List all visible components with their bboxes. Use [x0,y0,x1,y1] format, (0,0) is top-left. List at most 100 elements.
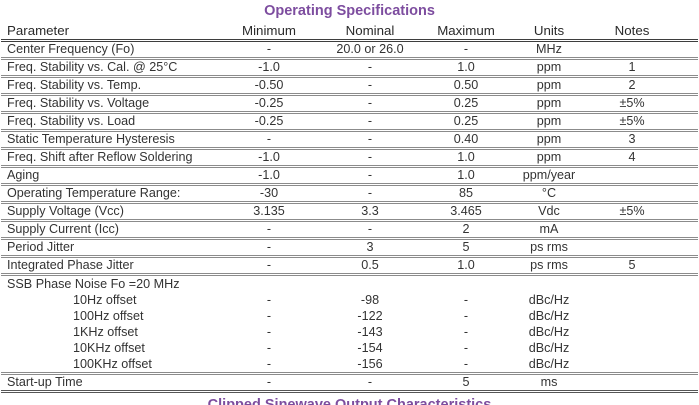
parameter-cell: Supply Current (Icc) [1,220,233,240]
nominal-cell: -122 [357,308,383,323]
parameter-cell: Freq. Stability vs. Load [1,112,233,132]
spec-table-row: Supply Current (Icc) - -2 mA [1,220,698,240]
page-title: Operating Specifications [264,3,435,19]
units-cell: ms [497,373,601,393]
parameter-cell: Supply Voltage (Vcc) [1,202,233,222]
maximum-cell: - [435,356,497,375]
units-cell: ppm [497,112,601,132]
minimum-cell: - [233,130,305,150]
maximum-cell [435,275,497,293]
units-cell: ps rms [497,256,601,276]
maximum-cell: - [435,40,497,60]
maximum-cell: 1.0 [435,58,497,78]
units-cell: ppm/year [497,166,601,186]
parameter-cell: Center Frequency (Fo) [1,40,233,60]
maximum-cell: 1.0 [435,256,497,276]
units-cell: dBc/Hz [528,324,570,339]
spec-table-row: 1KHz offset - -143 - dBc/Hz [1,324,698,340]
nominal-cell: 20.0 or 26.0 [305,40,435,60]
notes-cell [601,356,663,375]
notes-cell [601,340,663,356]
spare-cell [663,340,698,356]
column-header-maximum: Maximum [435,23,497,42]
notes-cell [601,324,663,340]
minimum-cell: -0.50 [233,76,305,96]
units-cell: ppm [497,94,601,114]
units-cell: ps rms [497,238,601,258]
parameter-cell: 1KHz offset [73,324,138,339]
units-cell: dBc/Hz [528,308,570,323]
parameter-cell: 100KHz offset [1,356,233,375]
nominal-cell: - [305,112,435,132]
notes-cell [601,238,663,258]
spare-cell [663,166,698,186]
units-cell: Vdc [497,202,601,222]
units-cell: dBc/Hz [528,292,570,307]
nominal-cell: - [305,76,435,96]
nominal-cell: - [305,184,435,204]
units-cell: °C [497,184,601,204]
spare-cell [663,256,698,276]
parameter-cell: 10KHz offset [73,340,145,355]
units-cell: dBc/Hz [528,340,570,355]
spec-table-row: Operating Temperature Range: -30-85 °C [1,184,698,204]
column-header-parameter: Parameter [1,23,233,42]
parameter-cell: SSB Phase Noise Fo =20 MHz [7,276,180,291]
spec-table-row: 100KHz offset - -156- dBc/Hz [1,356,698,375]
spec-table-row: Static Temperature Hysteresis - -0.40 ppm 3 [1,130,698,150]
minimum-cell: 3.135 [233,202,305,222]
minimum-cell [233,275,305,293]
spec-table-row: Start-up Time - -5 ms [1,373,698,393]
minimum-cell: - [233,256,305,276]
notes-cell [601,373,663,393]
minimum-cell: - [233,220,305,240]
spare-cell [663,292,698,308]
notes-cell [601,292,663,308]
nominal-cell: 3 [305,238,435,258]
column-header-minimum: Minimum [233,23,305,42]
spec-table-row: Freq. Stability vs. Voltage -0.25-0.25 ppm… [1,94,698,114]
parameter-cell: Freq. Shift after Reflow Soldering [1,148,233,168]
column-header-notes: Notes [601,23,663,42]
notes-cell [601,275,663,293]
spare-cell [663,40,698,60]
parameter-cell: Static Temperature Hysteresis [1,130,233,150]
spec-table-row: Freq. Stability vs. Load -0.25-0.25 ppm ±5% [1,112,698,132]
spare-cell [663,202,698,222]
spare-cell [663,356,698,375]
maximum-cell: 0.50 [435,76,497,96]
parameter-cell: Freq. Stability vs. Temp. [1,76,233,96]
units-cell: ppm [497,76,601,96]
minimum-cell: -0.25 [233,112,305,132]
column-header-spare [663,23,698,42]
spare-cell [663,324,698,340]
notes-cell: 1 [601,58,663,78]
minimum-cell: - [233,373,305,393]
minimum-cell: -1.0 [233,58,305,78]
column-header-units: Units [497,23,601,42]
nominal-cell: 0.5 [305,256,435,276]
spare-cell [663,148,698,168]
column-header-nominal: Nominal [305,23,435,42]
parameter-cell: 100Hz offset [73,308,144,323]
next-section-heading: Clipped Sinewave Output Characteristics [207,397,492,405]
minimum-cell: -30 [233,184,305,204]
minimum-cell: -1.0 [233,166,305,186]
nominal-cell: - [305,94,435,114]
spec-table-row: Center Frequency (Fo) -20.0 or 26.0- MHz [1,40,698,60]
parameter-cell: Aging [1,166,233,186]
notes-cell: ±5% [601,202,663,222]
parameter-cell: 10Hz offset [73,292,137,307]
maximum-cell: - [463,308,469,323]
minimum-cell: - [233,238,305,258]
spec-table-row: Period Jitter -3 5 ps rms [1,238,698,258]
nominal-cell: -143 [357,324,383,339]
nominal-cell: - [305,220,435,240]
spec-table-row: Freq. Stability vs. Temp. -0.50-0.50 ppm 2 [1,76,698,96]
minimum-cell: - [266,340,272,355]
spare-cell [663,58,698,78]
parameter-cell: Freq. Stability vs. Cal. @ 25°C [1,58,233,78]
notes-cell: 3 [601,130,663,150]
maximum-cell: 85 [435,184,497,204]
notes-cell [601,166,663,186]
